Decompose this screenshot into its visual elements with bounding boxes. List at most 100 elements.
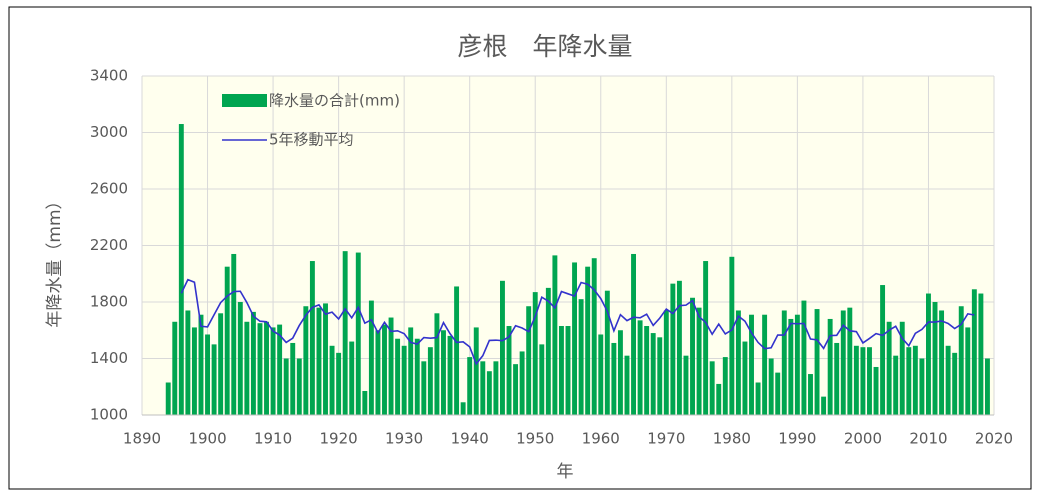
- bar: [283, 358, 289, 415]
- bar: [539, 344, 545, 415]
- bar: [336, 352, 342, 415]
- bar: [690, 297, 695, 415]
- bar: [893, 355, 899, 415]
- bar: [788, 318, 794, 415]
- bar: [368, 300, 374, 415]
- x-tick-label: 1950: [516, 430, 554, 448]
- x-axis-label: 年: [557, 462, 574, 482]
- bar: [611, 342, 617, 415]
- bar: [683, 355, 689, 415]
- bar: [834, 342, 840, 415]
- bar: [414, 338, 420, 415]
- bar: [480, 361, 486, 415]
- x-tick-label: 1960: [582, 430, 620, 448]
- bar: [401, 345, 407, 415]
- bar: [591, 258, 597, 415]
- bar: [814, 309, 820, 415]
- bar: [231, 253, 237, 415]
- bar: [513, 364, 519, 415]
- bar: [237, 302, 243, 415]
- bar: [657, 337, 663, 415]
- bar: [749, 314, 754, 415]
- bar: [375, 330, 381, 415]
- x-tick-label: 1990: [778, 430, 816, 448]
- bar: [617, 330, 623, 415]
- y-tick-label: 1800: [90, 293, 128, 311]
- bar: [244, 321, 250, 415]
- bar: [224, 266, 230, 415]
- bar: [742, 341, 748, 415]
- bar: [919, 358, 925, 415]
- bar: [441, 330, 446, 415]
- bar: [637, 320, 643, 415]
- bar: [191, 327, 197, 415]
- chart-title: 彦根 年降水量: [457, 32, 632, 61]
- bar: [454, 286, 460, 415]
- grid: [141, 75, 995, 416]
- x-tick-label: 1900: [188, 430, 226, 448]
- bar: [277, 324, 283, 415]
- y-tick-label: 1000: [90, 406, 128, 424]
- bar: [460, 402, 466, 415]
- bar: [958, 306, 964, 415]
- bar: [624, 355, 630, 415]
- bar: [867, 347, 872, 415]
- bar: [808, 374, 813, 415]
- bar: [467, 357, 473, 415]
- bar: [349, 341, 355, 415]
- bar: [545, 287, 551, 415]
- bar: [873, 366, 879, 415]
- bar: [552, 255, 558, 415]
- moving-average-line: [180, 278, 975, 366]
- bar: [211, 344, 217, 415]
- bar: [205, 334, 210, 415]
- legend-label: 降水量の合計(mm): [269, 92, 400, 110]
- bar: [853, 345, 859, 415]
- bar: [604, 290, 610, 415]
- bar: [486, 371, 492, 415]
- bar: [178, 124, 184, 416]
- bar: [945, 345, 951, 415]
- bar: [323, 303, 328, 415]
- x-tick-label: 1890: [123, 430, 161, 448]
- bar: [264, 321, 269, 415]
- bar: [532, 292, 538, 415]
- bar: [971, 289, 977, 415]
- bar: [762, 314, 768, 415]
- bar: [447, 335, 453, 415]
- bar: [821, 396, 827, 415]
- x-tick-label: 1910: [254, 430, 292, 448]
- bar: [526, 306, 532, 415]
- bar: [794, 314, 800, 415]
- bar: [650, 333, 656, 415]
- y-tick-label: 2200: [90, 236, 128, 254]
- bar: [408, 327, 414, 415]
- bar: [952, 352, 958, 415]
- x-tick-label: 2000: [844, 430, 882, 448]
- y-tick-label: 2600: [90, 180, 128, 198]
- bar: [840, 310, 846, 415]
- x-tick-label: 2010: [909, 430, 947, 448]
- bar: [427, 347, 433, 415]
- bar: [735, 310, 741, 415]
- bar: [716, 383, 722, 415]
- bar: [329, 345, 335, 415]
- bar: [290, 342, 296, 415]
- bar: [185, 310, 191, 415]
- bar: [218, 313, 224, 415]
- bar: [572, 262, 578, 415]
- bar: [506, 326, 512, 415]
- bar: [906, 347, 912, 415]
- bar: [755, 382, 761, 415]
- bar: [860, 347, 866, 415]
- bar: [729, 256, 735, 415]
- legend-label: 5年移動平均: [269, 131, 354, 149]
- bar: [421, 361, 427, 415]
- bar: [493, 361, 499, 415]
- bar: [768, 358, 774, 415]
- bar: [257, 323, 263, 415]
- bar: [578, 299, 584, 415]
- bar: [585, 266, 591, 415]
- bar: [978, 293, 984, 415]
